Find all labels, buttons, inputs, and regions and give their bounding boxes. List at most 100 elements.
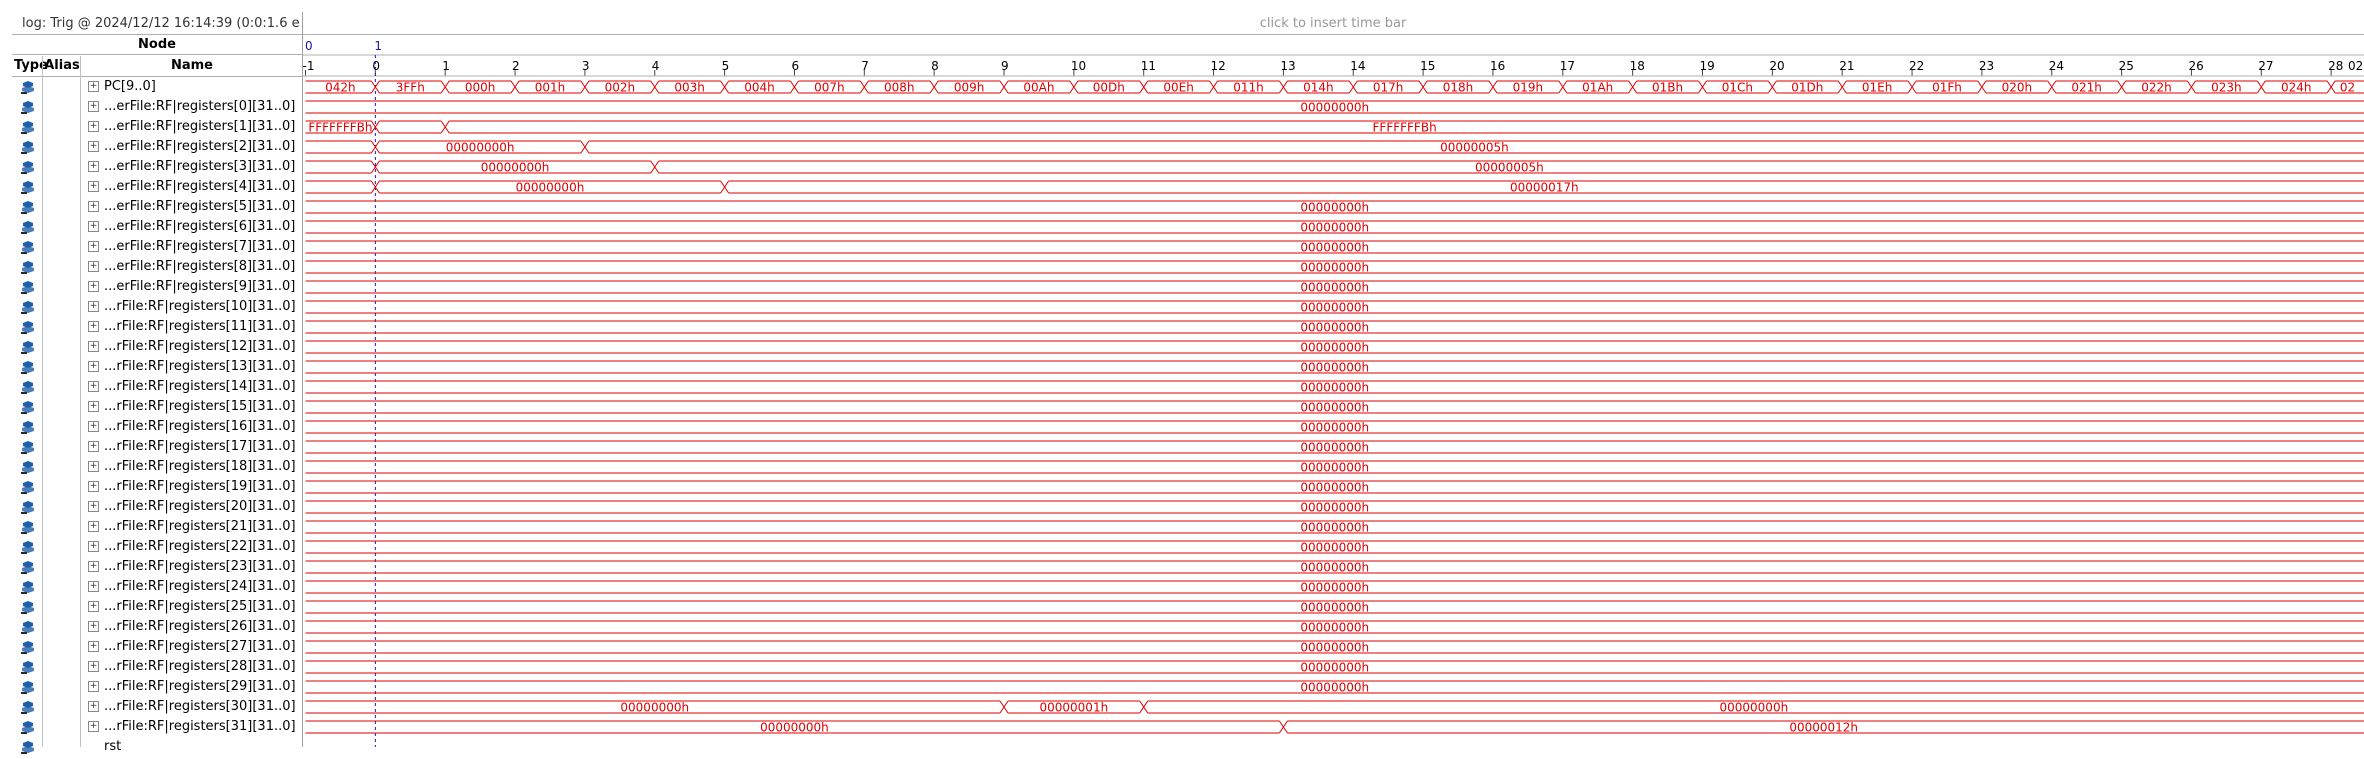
type-column-header[interactable]: Type — [14, 58, 38, 73]
expand-icon[interactable]: + — [88, 341, 99, 352]
signal-row[interactable]: +...rFile:RF|registers[16][31..0] — [12, 417, 302, 437]
expand-icon[interactable]: + — [88, 461, 99, 472]
signal-row[interactable]: +...rFile:RF|registers[18][31..0] — [12, 457, 302, 477]
alias-column-header[interactable]: Alias — [44, 58, 80, 73]
expand-icon[interactable]: + — [88, 701, 99, 712]
signal-row[interactable]: +...erFile:RF|registers[1][31..0] — [12, 117, 302, 137]
signal-row[interactable]: +...erFile:RF|registers[8][31..0] — [12, 257, 302, 277]
signal-row[interactable]: +...erFile:RF|registers[4][31..0] — [12, 177, 302, 197]
expand-icon[interactable]: + — [88, 321, 99, 332]
signal-row[interactable]: +...erFile:RF|registers[6][31..0] — [12, 217, 302, 237]
signal-waveform[interactable]: 00000000h — [306, 261, 2364, 275]
signal-row[interactable]: +...rFile:RF|registers[23][31..0] — [12, 557, 302, 577]
signal-waveform[interactable]: 00000000h — [306, 421, 2364, 435]
signal-row[interactable]: +...rFile:RF|registers[24][31..0] — [12, 577, 302, 597]
signal-row[interactable]: +...rFile:RF|registers[13][31..0] — [12, 357, 302, 377]
expand-icon[interactable]: + — [88, 441, 99, 452]
signal-waveform[interactable]: 00000000h — [306, 281, 2364, 295]
signal-row[interactable]: +...rFile:RF|registers[19][31..0] — [12, 477, 302, 497]
signal-row[interactable]: +...rFile:RF|registers[15][31..0] — [12, 397, 302, 417]
expand-icon[interactable]: + — [88, 121, 99, 132]
signal-row[interactable]: +...rFile:RF|registers[31][31..0] — [12, 717, 302, 737]
expand-icon[interactable]: + — [88, 501, 99, 512]
expand-icon[interactable]: + — [88, 521, 99, 532]
signal-row[interactable]: +...rFile:RF|registers[12][31..0] — [12, 337, 302, 357]
signal-waveform[interactable]: 00000000h — [306, 561, 2364, 575]
expand-icon[interactable]: + — [88, 161, 99, 172]
expand-icon[interactable]: + — [88, 661, 99, 672]
signal-row[interactable]: +...rFile:RF|registers[17][31..0] — [12, 437, 302, 457]
signal-row[interactable]: +...erFile:RF|registers[5][31..0] — [12, 197, 302, 217]
expand-icon[interactable]: + — [88, 481, 99, 492]
expand-icon[interactable]: + — [88, 241, 99, 252]
signal-row[interactable]: +...erFile:RF|registers[3][31..0] — [12, 157, 302, 177]
signal-waveform[interactable]: 00000000h — [306, 221, 2364, 235]
expand-icon[interactable]: + — [88, 101, 99, 112]
expand-icon[interactable]: + — [88, 381, 99, 392]
signal-waveform[interactable]: 00000000h — [306, 241, 2364, 255]
expand-icon[interactable]: + — [88, 301, 99, 312]
signal-waveform[interactable]: 00000000h — [306, 201, 2364, 215]
signal-row[interactable]: +PC[9..0] — [12, 77, 302, 97]
signal-waveform[interactable]: 00000000h — [306, 501, 2364, 515]
signal-waveform[interactable]: 00000000h — [306, 621, 2364, 635]
signal-waveform[interactable]: 00000000h — [306, 641, 2364, 655]
signal-row[interactable]: +...rFile:RF|registers[21][31..0] — [12, 517, 302, 537]
signal-row[interactable]: +...rFile:RF|registers[14][31..0] — [12, 377, 302, 397]
expand-icon[interactable]: + — [88, 181, 99, 192]
signal-row[interactable]: +...rFile:RF|registers[25][31..0] — [12, 597, 302, 617]
signal-waveform[interactable]: 00000000h — [306, 661, 2364, 675]
signal-row[interactable]: +...erFile:RF|registers[9][31..0] — [12, 277, 302, 297]
signal-waveform[interactable]: 00000000h — [306, 601, 2364, 615]
expand-icon[interactable]: + — [88, 641, 99, 652]
signal-row[interactable]: +...rFile:RF|registers[22][31..0] — [12, 537, 302, 557]
signal-row[interactable]: +...erFile:RF|registers[0][31..0] — [12, 97, 302, 117]
expand-icon[interactable]: + — [88, 581, 99, 592]
expand-icon[interactable]: + — [88, 721, 99, 732]
expand-icon[interactable]: + — [88, 621, 99, 632]
signal-row[interactable]: +...erFile:RF|registers[2][31..0] — [12, 137, 302, 157]
signal-waveform[interactable]: 00000000h — [306, 521, 2364, 535]
expand-icon[interactable]: + — [88, 681, 99, 692]
expand-icon[interactable]: + — [88, 541, 99, 552]
expand-icon[interactable]: + — [88, 601, 99, 612]
expand-icon[interactable]: + — [88, 561, 99, 572]
expand-icon[interactable]: + — [88, 201, 99, 212]
signal-waveform[interactable]: 00000000h — [306, 541, 2364, 555]
expand-icon[interactable]: + — [88, 141, 99, 152]
signal-waveform[interactable]: 00000000h — [306, 481, 2364, 495]
signal-waveform[interactable]: 00000000h — [306, 341, 2364, 355]
signal-row[interactable]: +...erFile:RF|registers[7][31..0] — [12, 237, 302, 257]
signal-waveform[interactable]: 00000000h — [306, 681, 2364, 695]
insert-time-bar[interactable]: click to insert time bar — [302, 12, 2364, 35]
signal-waveform[interactable]: 00000000h — [306, 381, 2364, 395]
signal-waveform[interactable]: 00000000h — [306, 301, 2364, 315]
name-column-header[interactable]: Name — [82, 58, 302, 73]
expand-icon[interactable]: + — [88, 421, 99, 432]
signal-waveform[interactable]: 00000000h — [306, 101, 2364, 115]
signal-row[interactable]: +...rFile:RF|registers[26][31..0] — [12, 617, 302, 637]
signal-waveform[interactable]: 00000000h — [306, 401, 2364, 415]
expand-icon[interactable]: + — [88, 401, 99, 412]
expand-icon[interactable]: + — [88, 281, 99, 292]
signal-row[interactable]: +...rFile:RF|registers[29][31..0] — [12, 677, 302, 697]
signal-row[interactable]: +...rFile:RF|registers[20][31..0] — [12, 497, 302, 517]
signal-row[interactable]: +...rFile:RF|registers[30][31..0] — [12, 697, 302, 717]
signal-waveform[interactable]: 00000000h — [306, 461, 2364, 475]
signal-waveform[interactable]: 00000000h — [306, 321, 2364, 335]
signal-row[interactable]: +...rFile:RF|registers[11][31..0] — [12, 317, 302, 337]
signal-row[interactable]: rst — [12, 737, 302, 757]
signal-waveform[interactable]: 00000000h — [306, 361, 2364, 375]
signal-waveform[interactable]: 00000000h — [306, 441, 2364, 455]
signal-row[interactable]: +...rFile:RF|registers[27][31..0] — [12, 637, 302, 657]
signal-row[interactable]: +...rFile:RF|registers[10][31..0] — [12, 297, 302, 317]
expand-icon[interactable]: + — [88, 221, 99, 232]
expand-icon[interactable]: + — [88, 261, 99, 272]
